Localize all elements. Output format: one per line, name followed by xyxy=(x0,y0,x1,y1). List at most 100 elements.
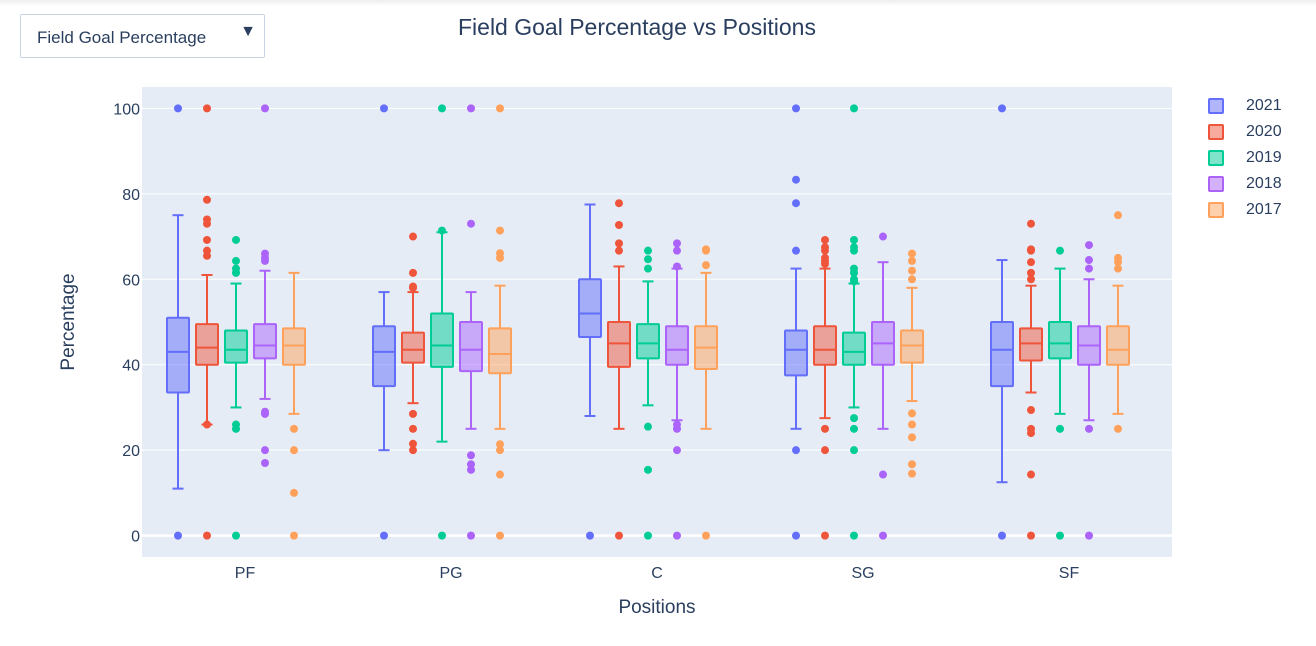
box-2020-PG xyxy=(401,232,425,455)
outlier-point xyxy=(203,215,211,224)
outlier-point xyxy=(261,446,269,455)
box-body xyxy=(459,321,483,373)
box-body xyxy=(282,327,306,366)
outlier-point xyxy=(467,104,475,113)
outlier-point xyxy=(1027,406,1035,415)
box-2021-SF xyxy=(990,104,1014,540)
box-body xyxy=(607,321,631,368)
metric-dropdown[interactable]: Field Goal Percentage ▼ xyxy=(20,14,265,58)
outlier-point xyxy=(438,104,446,113)
legend-swatch xyxy=(1208,176,1224,192)
legend-item-2020[interactable]: 2020 xyxy=(1208,119,1282,145)
outlier-point xyxy=(1114,264,1122,273)
box-2017-SG xyxy=(900,249,924,478)
series-2017 xyxy=(282,104,1130,540)
legend-item-2018[interactable]: 2018 xyxy=(1208,171,1282,197)
outlier-point xyxy=(232,235,240,244)
outlier-point xyxy=(850,243,858,252)
legend-item-2017[interactable]: 2017 xyxy=(1208,197,1282,223)
x-tick-label: PF xyxy=(235,565,256,582)
chevron-down-icon[interactable]: ▼ xyxy=(240,23,256,40)
outlier-point xyxy=(1027,258,1035,267)
y-tick-label: 0 xyxy=(131,529,140,546)
outlier-point xyxy=(879,470,887,479)
outlier-point xyxy=(850,446,858,455)
outlier-point xyxy=(792,104,800,113)
outlier-point xyxy=(409,268,417,277)
box-body xyxy=(842,331,866,366)
box-2018-C xyxy=(665,239,689,540)
outlier-point xyxy=(496,226,504,235)
outlier-point xyxy=(203,420,211,429)
outlier-point xyxy=(1114,253,1122,262)
outlier-point xyxy=(232,256,240,265)
outlier-point xyxy=(290,531,298,540)
outlier-point xyxy=(586,531,594,540)
box-body xyxy=(1019,327,1043,362)
outlier-point xyxy=(496,249,504,258)
outlier-point xyxy=(1114,211,1122,220)
outlier-point xyxy=(290,488,298,497)
legend-swatch xyxy=(1208,202,1224,218)
outlier-point xyxy=(496,440,504,449)
outlier-point xyxy=(261,104,269,113)
box-body xyxy=(372,325,396,388)
outlier-point xyxy=(174,104,182,113)
outlier-point xyxy=(644,255,652,264)
legend-label: 2018 xyxy=(1246,175,1282,192)
outlier-point xyxy=(615,221,623,230)
box-2021-PF xyxy=(166,104,190,540)
y-tick-label: 60 xyxy=(122,272,140,289)
box-body xyxy=(401,331,425,364)
series-2019 xyxy=(224,104,1072,540)
outlier-point xyxy=(1027,531,1035,540)
box-body xyxy=(166,316,190,394)
box-2018-PG xyxy=(459,104,483,540)
outlier-point xyxy=(792,446,800,455)
outlier-point xyxy=(1027,275,1035,284)
legend-label: 2017 xyxy=(1246,201,1282,218)
legend-item-2019[interactable]: 2019 xyxy=(1208,145,1282,171)
box-body xyxy=(665,325,689,366)
outlier-point xyxy=(673,420,681,429)
outlier-point xyxy=(1085,264,1093,273)
x-tick-label: SF xyxy=(1059,565,1080,582)
metric-dropdown-value: Field Goal Percentage xyxy=(37,28,207,47)
outlier-point xyxy=(409,282,417,291)
outlier-point xyxy=(908,433,916,442)
legend-item-2021[interactable]: 2021 xyxy=(1208,93,1282,119)
box-2017-SF xyxy=(1106,211,1130,433)
outlier-point xyxy=(792,246,800,255)
outlier-point xyxy=(1085,531,1093,540)
y-tick-label: 80 xyxy=(122,187,140,204)
outlier-point xyxy=(409,424,417,433)
x-axis-title: Positions xyxy=(618,597,695,618)
outlier-point xyxy=(496,446,504,455)
outlier-point xyxy=(1027,470,1035,479)
outlier-point xyxy=(1085,256,1093,265)
box-body xyxy=(813,325,837,366)
box-2018-SF xyxy=(1077,241,1101,540)
box-2019-PF xyxy=(224,235,248,540)
outlier-point xyxy=(496,470,504,479)
box-body xyxy=(784,329,808,377)
outlier-point xyxy=(232,531,240,540)
outlier-point xyxy=(467,460,475,469)
outlier-point xyxy=(290,446,298,455)
outlier-point xyxy=(879,531,887,540)
outlier-point xyxy=(1085,241,1093,250)
box-2018-PF xyxy=(253,104,277,467)
outlier-point xyxy=(998,104,1006,113)
outlier-point xyxy=(821,531,829,540)
outlier-point xyxy=(879,232,887,241)
outlier-point xyxy=(850,264,858,273)
box-2021-C xyxy=(578,203,602,540)
outlier-point xyxy=(1056,246,1064,255)
outlier-point xyxy=(702,245,710,254)
outlier-point xyxy=(821,235,829,244)
outlier-point xyxy=(644,465,652,474)
outlier-point xyxy=(908,249,916,258)
box-body xyxy=(253,323,277,360)
outlier-point xyxy=(203,246,211,255)
box-2019-SG xyxy=(842,104,866,540)
